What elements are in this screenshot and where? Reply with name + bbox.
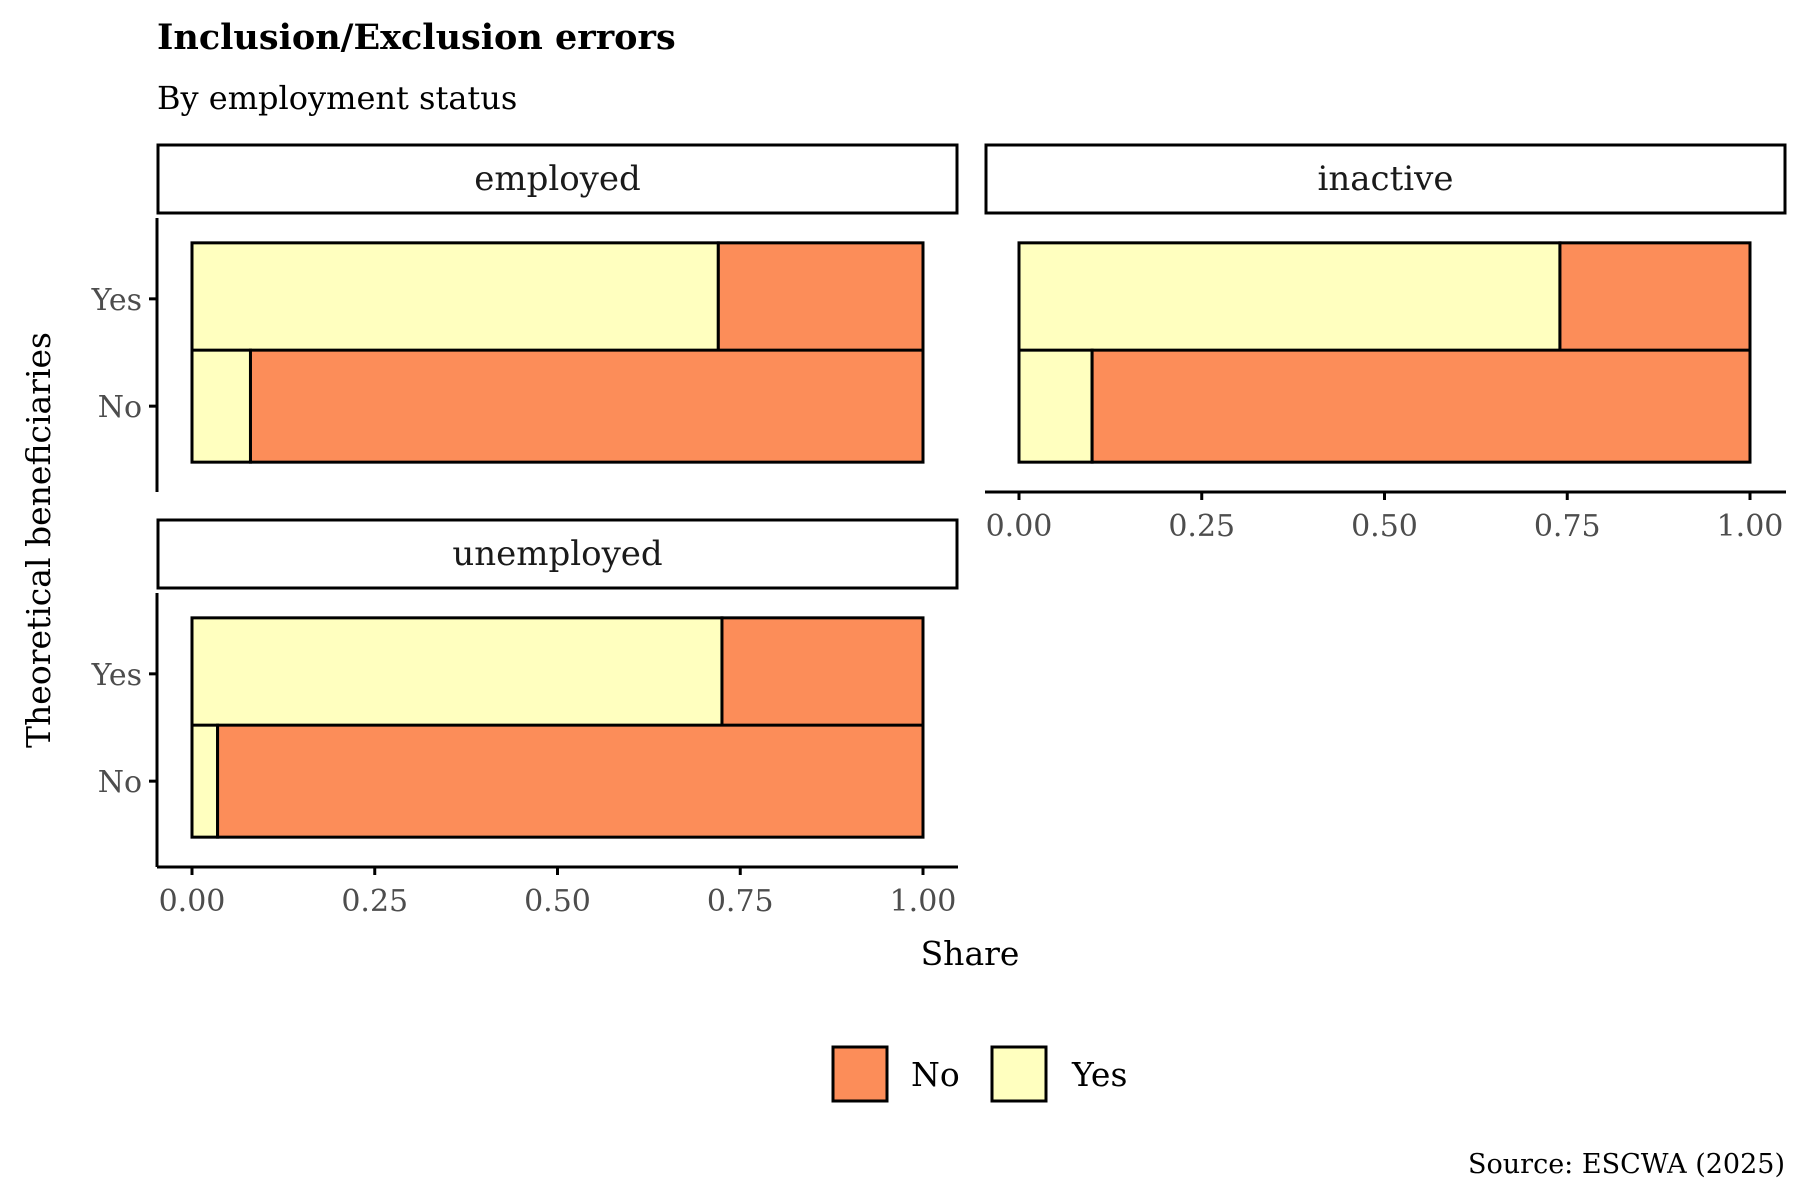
x-tick-label: 0.25 xyxy=(1168,509,1235,544)
bar-unemployed-no-no xyxy=(216,723,925,839)
bar-employed-yes-yes xyxy=(190,241,720,357)
facet-panels: employed Yes No inactive 0.00 0.25 0.50 0.75 1.0… xyxy=(91,143,1787,919)
bar-unemployed-yes-yes xyxy=(190,616,724,732)
facet-strip-label: inactive xyxy=(1318,159,1454,199)
legend-label-no: No xyxy=(911,1055,960,1094)
facet-inactive: inactive 0.00 0.25 0.50 0.75 1.00 xyxy=(984,143,1787,544)
x-tick-label: 1.00 xyxy=(890,884,957,919)
bar-inactive-no-no xyxy=(1090,348,1752,464)
legend-key-no xyxy=(831,1045,889,1103)
bar-employed-yes-no xyxy=(716,241,925,357)
legend-key-yes xyxy=(990,1045,1048,1103)
x-tick-label: 0.50 xyxy=(524,884,591,919)
facet-strip xyxy=(156,518,959,590)
y-tick-label: No xyxy=(98,765,142,800)
x-axis-title: Share xyxy=(921,934,1020,973)
y-axis-title: Theoretical beneficiaries xyxy=(19,332,58,748)
bar-inactive-yes-no xyxy=(1558,241,1752,357)
chart-subtitle: By employment status xyxy=(157,79,517,117)
chart-caption: Source: ESCWA (2025) xyxy=(1468,1149,1785,1180)
facet-unemployed: unemployed Yes No 0.00 0.25 0.50 0.75 1.00 xyxy=(91,518,959,919)
legend-label-yes: Yes xyxy=(1071,1055,1127,1094)
bar-employed-no-no xyxy=(248,348,925,464)
y-tick-label: Yes xyxy=(91,283,142,318)
facet-employed: employed Yes No xyxy=(91,143,959,492)
facet-strip xyxy=(156,143,959,215)
x-tick-label: 0.00 xyxy=(986,509,1053,544)
facet-strip-label: employed xyxy=(474,159,641,199)
bar-employed-no-yes xyxy=(190,348,252,464)
bar-unemployed-no-yes xyxy=(190,723,220,839)
x-tick-label: 0.75 xyxy=(1534,509,1601,544)
y-tick-label: Yes xyxy=(91,658,142,693)
legend: No Yes xyxy=(831,1045,1127,1103)
chart-title: Inclusion/Exclusion errors xyxy=(157,17,676,58)
facet-strip xyxy=(984,143,1787,215)
x-tick-label: 0.25 xyxy=(341,884,408,919)
facet-strip-label: unemployed xyxy=(452,534,662,574)
x-tick-label: 0.75 xyxy=(707,884,774,919)
x-tick-label: 1.00 xyxy=(1717,509,1784,544)
y-tick-label: No xyxy=(98,390,142,425)
bar-unemployed-yes-no xyxy=(720,616,925,732)
bar-inactive-yes-yes xyxy=(1017,241,1562,357)
x-tick-label: 0.50 xyxy=(1351,509,1418,544)
bar-inactive-no-yes xyxy=(1017,348,1094,464)
x-tick-label: 0.00 xyxy=(159,884,226,919)
